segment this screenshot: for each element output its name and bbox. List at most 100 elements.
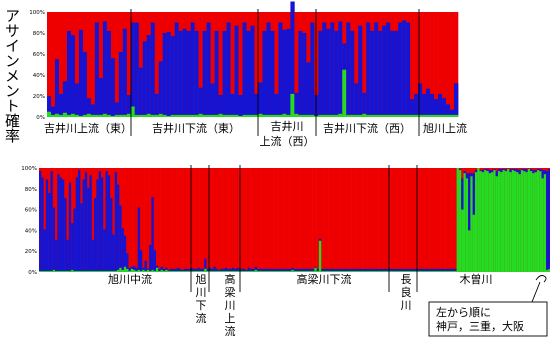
bar-blue-p0-100 [446, 104, 451, 115]
bar-blue-p0-95 [426, 88, 431, 115]
bar-blue-p1-138 [355, 268, 359, 271]
bar-blue-p1-30 [107, 175, 111, 271]
bar-blue-p1-168 [424, 268, 428, 271]
bar-blue-p0-28 [158, 61, 164, 114]
bar-blue-p1-170 [429, 268, 432, 271]
bar-blue-p0-40 [206, 22, 211, 115]
bar-green-p0-36 [190, 114, 195, 117]
bar-green-p1-162 [410, 270, 414, 272]
bar-blue-p1-181 [454, 268, 457, 271]
bar-green-p0-2 [54, 113, 60, 117]
bar-blue-p1-106 [282, 268, 285, 271]
bar-green-p1-123 [321, 270, 324, 272]
bar-blue-p0-55 [266, 22, 271, 115]
bar-green-p0-99 [442, 114, 447, 117]
bar-red-p0-27 [154, 12, 160, 117]
bar-green-p1-116 [305, 270, 308, 272]
bar-green-p0-0 [47, 111, 52, 117]
bar-green-p0-8 [78, 115, 84, 117]
group-label: 吉井川下流（西） [323, 121, 411, 135]
bar-red-p1-169 [426, 168, 430, 272]
bar-red-p0-99 [442, 12, 447, 117]
bar-blue-p1-21 [87, 187, 90, 271]
bar-red-p1-79 [220, 168, 223, 272]
bar-blue-p1-110 [291, 267, 295, 270]
bar-blue-p1-52 [158, 268, 161, 271]
bar-blue-p0-42 [214, 30, 219, 115]
bar-red-p1-51 [156, 168, 159, 272]
group-label: 流 [196, 311, 207, 325]
bar-green-p1-90 [245, 270, 249, 272]
bar-green-p0-32 [174, 114, 179, 117]
bar-green-p0-34 [182, 114, 187, 117]
bar-red-p0-62 [294, 12, 299, 117]
bar-red-p1-176 [442, 168, 446, 272]
bar-red-p1-103 [275, 168, 278, 272]
bar-red-p1-62 [181, 168, 184, 272]
bar-green-p1-105 [279, 270, 283, 272]
bar-green-p1-63 [183, 270, 187, 272]
bar-green-p0-93 [418, 114, 423, 117]
bar-green-p1-122 [318, 240, 322, 272]
bar-green-p1-171 [431, 270, 434, 272]
bar-blue-p1-160 [406, 268, 409, 271]
group-label: 長 [401, 273, 412, 286]
bar-red-p1-100 [268, 168, 272, 272]
bar-green-p1-184 [461, 209, 464, 272]
bar-green-p1-179 [449, 270, 453, 272]
bar-blue-p1-188 [470, 173, 473, 177]
bar-red-p1-99 [266, 168, 269, 272]
bar-blue-p1-71 [201, 268, 205, 271]
annotation-pointer [531, 275, 547, 303]
bar-green-p1-169 [426, 270, 430, 272]
bar-green-p1-92 [250, 270, 253, 272]
bar-green-p1-195 [486, 171, 490, 272]
bar-green-p1-198 [493, 170, 496, 272]
bar-green-p1-7 [55, 270, 58, 272]
bar-blue-p1-67 [192, 268, 196, 271]
bar-blue-p1-55 [165, 267, 168, 270]
bar-red-p1-134 [346, 168, 350, 272]
bar-blue-p1-13 [68, 182, 72, 271]
bar-blue-p1-27 [100, 177, 104, 271]
bar-blue-p0-32 [174, 22, 179, 115]
bar-green-p0-96 [430, 114, 435, 117]
y-tick-label: 0% [28, 270, 37, 276]
bar-green-p1-29 [105, 270, 109, 272]
bar-red-p1-39 [128, 168, 132, 272]
bar-red-p1-116 [305, 168, 308, 272]
bar-blue-p0-94 [422, 93, 427, 115]
bar-red-p1-177 [445, 168, 448, 272]
bar-blue-p1-9 [59, 177, 63, 271]
bar-blue-p1-166 [419, 268, 423, 271]
bar-green-p1-14 [71, 269, 74, 272]
bar-green-p0-49 [242, 114, 247, 117]
bar-blue-p1-1 [41, 177, 44, 271]
bar-blue-p0-11 [90, 104, 96, 115]
bar-green-p1-200 [497, 171, 501, 272]
bar-red-p1-114 [300, 168, 304, 272]
bar-green-p0-77 [354, 114, 359, 117]
bar-green-p1-6 [52, 269, 56, 272]
bar-red-p1-127 [330, 168, 334, 272]
bar-red-p1-172 [433, 168, 437, 272]
bar-blue-p1-75 [211, 268, 214, 271]
bar-green-p1-48 [149, 270, 152, 272]
bar-green-p1-110 [291, 269, 295, 272]
bar-green-p1-93 [252, 270, 255, 272]
bar-blue-p0-89 [402, 20, 407, 115]
bar-blue-p1-131 [339, 268, 343, 271]
bar-blue-p0-82 [374, 22, 379, 115]
bar-blue-p1-119 [312, 268, 315, 271]
bar-blue-p1-187 [468, 173, 471, 231]
bar-blue-p0-60 [286, 28, 291, 115]
bar-green-p1-18 [80, 270, 83, 272]
bar-green-p1-47 [146, 269, 150, 272]
bar-blue-p0-4 [62, 81, 68, 113]
bar-blue-p0-71 [330, 22, 335, 115]
bar-blue-p1-130 [337, 268, 340, 271]
bar-blue-p0-81 [370, 30, 375, 115]
bar-red-p1-58 [172, 168, 175, 272]
bar-green-p0-41 [210, 114, 215, 117]
bar-red-p1-105 [279, 168, 283, 272]
